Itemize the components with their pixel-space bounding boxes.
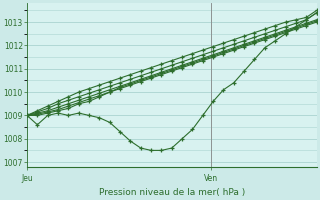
X-axis label: Pression niveau de la mer( hPa ): Pression niveau de la mer( hPa ) (99, 188, 245, 197)
